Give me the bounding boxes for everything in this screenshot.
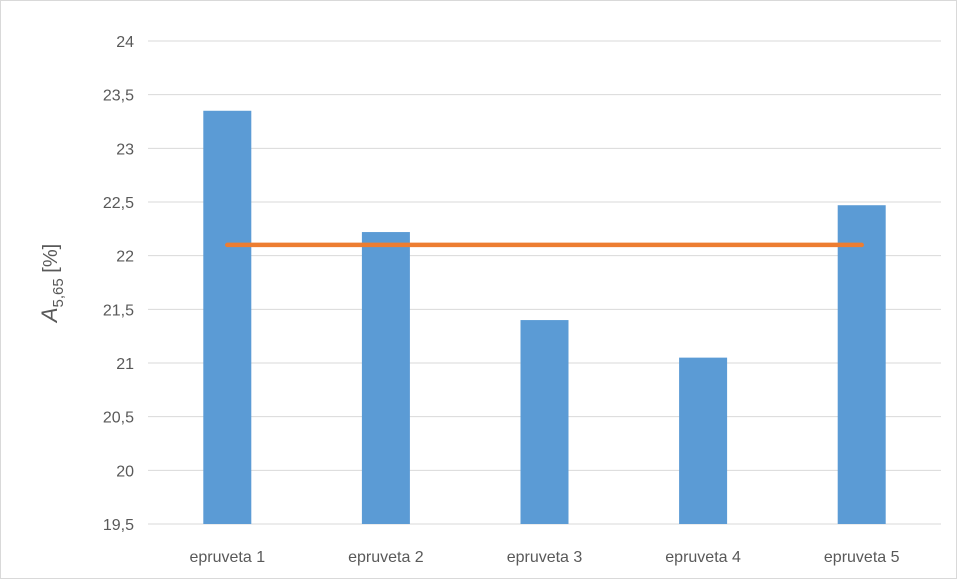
y-axis-label-unit: [%] xyxy=(40,244,62,278)
x-axis-ticks: epruveta 1 epruveta 2 epruveta 3 epruveta 4… xyxy=(189,549,899,566)
y-tick-label: 21 xyxy=(116,356,134,373)
y-tick-label: 21,5 xyxy=(103,302,134,319)
y-axis-label-symbol: A xyxy=(37,307,62,324)
x-tick-label: epruveta 1 xyxy=(189,549,265,566)
x-tick-label: epruveta 4 xyxy=(665,549,741,566)
bar xyxy=(203,110,252,525)
bar xyxy=(679,357,728,524)
y-tick-label: 24 xyxy=(116,34,134,51)
y-tick-label: 23,5 xyxy=(103,88,134,105)
y-tick-label: 19,5 xyxy=(103,517,134,534)
x-tick-label: epruveta 2 xyxy=(348,549,424,566)
y-axis-ticks: 19,5 20 20,5 21 21,5 22 22,5 23 23,5 24 xyxy=(103,34,134,534)
x-tick-label: epruveta 3 xyxy=(507,549,583,566)
x-tick-label: epruveta 5 xyxy=(824,549,900,566)
y-tick-label: 22 xyxy=(116,249,134,266)
y-axis-label: A5,65 [%] xyxy=(37,244,67,324)
y-tick-label: 22,5 xyxy=(103,195,134,212)
bar-series xyxy=(203,110,886,525)
y-tick-label: 23 xyxy=(116,141,134,158)
bar xyxy=(520,320,569,524)
bar xyxy=(837,205,886,524)
y-tick-label: 20 xyxy=(116,463,134,480)
y-axis-label-subscript: 5,65 xyxy=(50,278,67,307)
y-tick-label: 20,5 xyxy=(103,410,134,427)
bar xyxy=(361,232,410,524)
gridlines xyxy=(148,40,941,525)
